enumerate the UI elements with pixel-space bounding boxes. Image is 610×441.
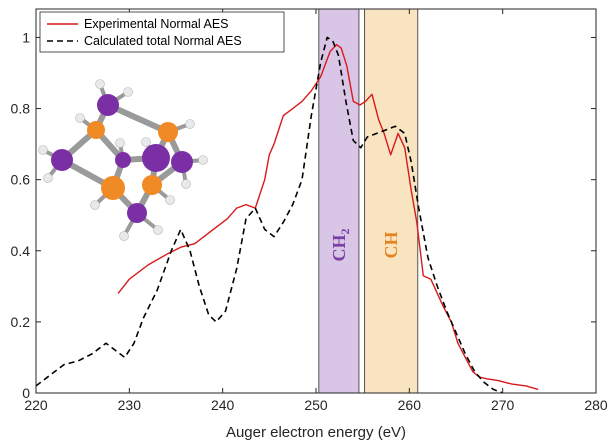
series-line-calculated [36, 37, 503, 393]
carbon-ch-atom [158, 122, 178, 142]
hydrogen-atom [44, 174, 53, 183]
carbon-ch-atom [87, 121, 105, 139]
carbon-ch-atom [142, 175, 162, 195]
series-lines [36, 37, 538, 393]
hydrogen-atom [154, 226, 163, 235]
carbon-ch2-atom [97, 94, 119, 116]
y-tick-label: 0.2 [11, 314, 31, 330]
x-tick-label: 260 [398, 397, 422, 413]
band-label-1: CH [381, 232, 401, 259]
hydrogen-atom [39, 146, 48, 155]
carbon-ch-atom [101, 176, 125, 200]
energy-bands: CH2 CH [319, 9, 418, 393]
hydrogen-atom [120, 232, 129, 241]
hydrogen-atom [199, 156, 208, 165]
carbon-ch2-atom [115, 152, 131, 168]
x-tick-label: 280 [584, 397, 608, 413]
x-tick-label: 230 [118, 397, 142, 413]
x-tick-label: 270 [491, 397, 515, 413]
energy-band-1 [365, 9, 418, 393]
carbon-ch2-atom [171, 151, 193, 173]
legend: Experimental Normal AES Calculated total… [40, 12, 284, 52]
molecule-structure-image [39, 80, 208, 241]
legend-label-experimental: Experimental Normal AES [84, 17, 229, 31]
carbon-ch2-atom [127, 203, 147, 223]
carbon-ch2-atom [51, 149, 73, 171]
y-tick-label: 0.4 [11, 243, 31, 259]
hydrogen-atom [116, 139, 125, 148]
hydrogen-atom [96, 80, 105, 89]
hydrogen-atom [166, 196, 175, 205]
plot-frame [36, 9, 596, 393]
legend-label-calculated: Calculated total Normal AES [84, 34, 242, 48]
x-axis-title: Auger electron energy (eV) [226, 424, 406, 441]
y-tick-label: 0.8 [11, 101, 31, 117]
carbon-ch2-atom [142, 144, 170, 172]
y-tick-label: 0.6 [11, 172, 31, 188]
x-tick-label: 240 [211, 397, 235, 413]
y-tick-label: 0 [22, 385, 30, 401]
hydrogen-atom [186, 120, 195, 129]
hydrogen-atom [142, 138, 151, 147]
hydrogen-atom [124, 88, 133, 97]
hydrogen-atom [182, 180, 191, 189]
hydrogen-atom [76, 114, 85, 123]
y-tick-label: 1 [22, 29, 30, 45]
x-tick-label: 250 [304, 397, 328, 413]
hydrogen-atom [91, 201, 100, 210]
